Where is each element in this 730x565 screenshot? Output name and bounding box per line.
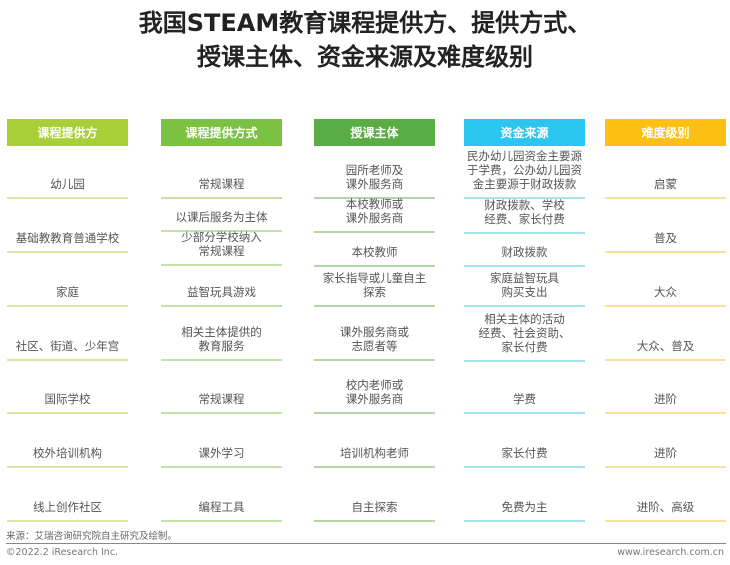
cell-text: 常规课程 [198,177,245,191]
table-cell: 国际学校 [7,361,128,414]
cell-text: 校外培训机构 [33,446,102,460]
cell-text: 进阶 [654,446,677,460]
column-provider: 课程提供方幼儿园基础教教育普通学校 家庭社区、街道、少年宫 国际学校校外培训机构 线上… [7,119,128,522]
cell-text: 普及 [654,231,677,245]
cell-text: 家长指导或儿童自主 探索 [322,271,427,299]
cell-text: 基础教教育普通学校 [15,231,120,245]
cell-text: 常规课程 [198,392,245,406]
table-cell: 课外学习 [161,414,282,468]
cell-text: 以课后服务为主体 [175,210,268,224]
cell-text: 编程工具 [198,500,245,514]
cell-text: 相关主体的活动 经费、社会资助、 家长付费 [478,312,571,354]
cell-text: 启蒙 [654,177,677,191]
cell-text: 园所老师及 课外服务商 [345,163,404,191]
cell-text: 幼儿园 [50,177,85,191]
table-cell: 进阶 [605,361,726,414]
title-line-2: 授课主体、资金来源及难度级别 [197,43,533,71]
table-cell: 本校教师 [314,233,435,267]
column-header-difficulty-level: 难度级别 [605,119,726,146]
cell-text: 相关主体提供的 教育服务 [181,325,262,353]
table-cell: 园所老师及 课外服务商 [314,150,435,199]
table-cell: 常规课程 [161,361,282,414]
table-cell: 财政拨款 [464,234,585,267]
page-title: 我国STEAM教育课程提供方、提供方式、 授课主体、资金来源及难度级别 [0,6,730,74]
table-cell: 大众 [605,253,726,307]
column-delivery-mode: 课程提供方式 常规课程 以课后服务为主体 少部分学校纳入 常规课程 益智玩具游戏 相关主体… [161,119,282,522]
cell-text: 线上创作社区 [33,500,102,514]
cell-text: 大众 [654,285,677,299]
cell-text: 进阶 [654,392,677,406]
website: www.iresearch.com.cn [617,547,724,558]
cell-text: 少部分学校纳入 常规课程 [181,230,262,258]
column-header-delivery-mode: 课程提供方式 [161,119,282,146]
table-cell: 家庭 [7,253,128,307]
cell-text: 大众、普及 [636,339,695,353]
table-cell: 校内老师或 课外服务商 [314,361,435,414]
table-cell: 自主探索 [314,468,435,522]
cell-text: 财政拨款 [501,245,548,259]
cell-text: 免费为主 [501,500,548,514]
cell-text: 本校教师 [351,245,398,259]
table-cell: 益智玩具游戏 [161,266,282,307]
cell-text: 家庭 [56,285,79,299]
table-cell: 线上创作社区 [7,468,128,522]
footer-divider [6,543,726,544]
title-line-1: 我国STEAM教育课程提供方、提供方式、 [138,9,592,37]
column-instructor: 授课主体园所老师及 课外服务商 本校教师或 课外服务商本校教师家长指导或儿童自主 … [314,119,435,522]
cell-text: 自主探索 [351,500,398,514]
cell-text: 校内老师或 课外服务商 [345,378,404,406]
cell-text: 财政拨款、学校 经费、家长付费 [484,198,565,226]
table-cell: 免费为主 [464,468,585,522]
cell-text: 进阶、高级 [636,500,695,514]
cell-text: 家庭益智玩具 购买支出 [490,271,559,299]
table-cell: 校外培训机构 [7,414,128,468]
table-cell: 基础教教育普通学校 [7,199,128,253]
copyright: ©2022.2 iResearch Inc. [6,547,119,558]
table-cell: 以课后服务为主体 [161,199,282,232]
table-cell: 启蒙 [605,150,726,199]
table-cell: 培训机构老师 [314,414,435,468]
table-cell: 少部分学校纳入 常规课程 [161,230,282,266]
table-cell: 家长付费 [464,414,585,468]
table-cell: 进阶、高级 [605,468,726,522]
table-cell: 家长指导或儿童自主 探索 [314,267,435,307]
table-cell: 幼儿园 [7,150,128,199]
column-header-funding-source: 资金来源 [464,119,585,146]
table-cell: 常规课程 [161,150,282,199]
cell-text: 课外服务商或 志愿者等 [340,325,409,353]
table-cell: 进阶 [605,414,726,468]
table-cell: 课外服务商或 志愿者等 [314,307,435,361]
table-cell: 本校教师或 课外服务商 [314,197,435,233]
cell-text: 培训机构老师 [340,446,409,460]
table-cell: 大众、普及 [605,307,726,361]
table-cell: 家庭益智玩具 购买支出 [464,267,585,307]
cell-text: 家长付费 [501,446,548,460]
cell-text: 社区、街道、少年宫 [15,339,120,353]
table-cell: 民办幼儿园资金主要源 于学费，公办幼儿园资 金主要源于财政拨款 [464,149,585,199]
column-header-provider: 课程提供方 [7,119,128,146]
table-cell: 普及 [605,199,726,253]
cell-text: 本校教师或 课外服务商 [345,197,404,225]
cell-text: 课外学习 [198,446,245,460]
cell-text: 益智玩具游戏 [187,285,256,299]
column-funding-source: 资金来源民办幼儿园资金主要源 于学费，公办幼儿园资 金主要源于财政拨款财政拨款、… [464,119,585,522]
table-cell: 学费 [464,362,585,414]
table-cell: 相关主体的活动 经费、社会资助、 家长付费 [464,307,585,362]
cell-text: 国际学校 [44,392,91,406]
column-difficulty-level: 难度级别 启蒙 普及 大众 大众、普及 进阶 进阶 进阶、高级 [605,119,726,522]
column-header-instructor: 授课主体 [314,119,435,146]
table-cell: 编程工具 [161,468,282,522]
cell-text: 民办幼儿园资金主要源 于学费，公办幼儿园资 金主要源于财政拨款 [467,149,582,191]
cell-text: 学费 [513,392,536,406]
table-cell: 社区、街道、少年宫 [7,307,128,361]
source-note: 来源：艾瑞咨询研究院自主研究及绘制。 [6,531,178,542]
table-cell: 相关主体提供的 教育服务 [161,307,282,361]
table-cell: 财政拨款、学校 经费、家长付费 [464,198,585,234]
